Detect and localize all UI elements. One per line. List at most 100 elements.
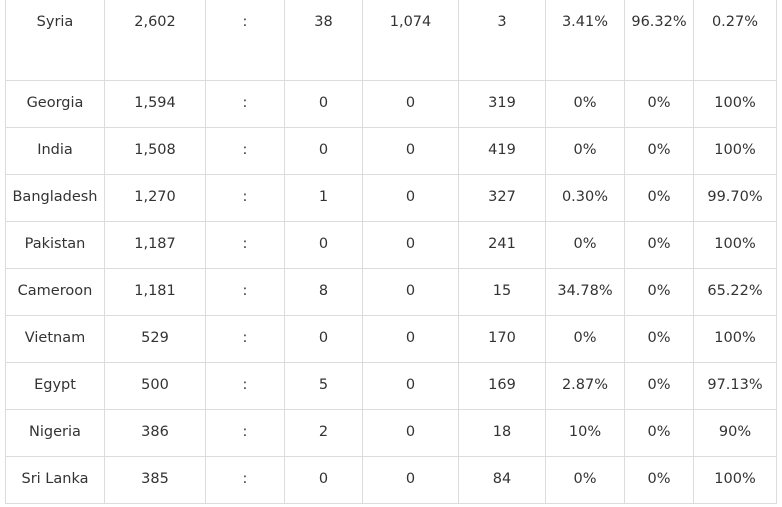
total-cell: 529 <box>104 314 206 363</box>
percent-cell: 100% <box>693 126 777 175</box>
country-cell: Vietnam <box>5 314 105 363</box>
value-cell: 1,074 <box>362 0 459 81</box>
total-cell: 2,602 <box>104 0 206 81</box>
percent-cell: 10% <box>545 408 625 457</box>
total-cell: 1,270 <box>104 173 206 222</box>
separator-cell: : <box>205 0 285 81</box>
value-cell: 2 <box>284 408 363 457</box>
percent-cell: 34.78% <box>545 267 625 316</box>
table-body: Syria 2,602 : 38 1,074 3 3.41% 96.32% 0.… <box>5 0 777 504</box>
separator-cell: : <box>205 408 285 457</box>
value-cell: 1 <box>284 173 363 222</box>
separator-cell: : <box>205 79 285 128</box>
value-cell: 0 <box>362 220 459 269</box>
value-cell: 170 <box>458 314 546 363</box>
country-cell: Pakistan <box>5 220 105 269</box>
value-cell: 5 <box>284 361 363 410</box>
value-cell: 0 <box>362 455 459 504</box>
value-cell: 419 <box>458 126 546 175</box>
country-stats-table: Syria 2,602 : 38 1,074 3 3.41% 96.32% 0.… <box>5 0 777 504</box>
value-cell: 0 <box>284 126 363 175</box>
total-cell: 1,181 <box>104 267 206 316</box>
value-cell: 169 <box>458 361 546 410</box>
percent-cell: 99.70% <box>693 173 777 222</box>
percent-cell: 0% <box>624 126 694 175</box>
percent-cell: 0% <box>624 455 694 504</box>
percent-cell: 2.87% <box>545 361 625 410</box>
value-cell: 319 <box>458 79 546 128</box>
percent-cell: 97.13% <box>693 361 777 410</box>
total-cell: 500 <box>104 361 206 410</box>
separator-cell: : <box>205 455 285 504</box>
separator-cell: : <box>205 126 285 175</box>
percent-cell: 0% <box>624 361 694 410</box>
percent-cell: 0% <box>624 314 694 363</box>
value-cell: 0 <box>362 173 459 222</box>
percent-cell: 0.27% <box>693 0 777 81</box>
table-row: India 1,508 : 0 0 419 0% 0% 100% <box>5 126 777 175</box>
country-cell: Cameroon <box>5 267 105 316</box>
table-row: Bangladesh 1,270 : 1 0 327 0.30% 0% 99.7… <box>5 173 777 222</box>
value-cell: 0 <box>362 267 459 316</box>
percent-cell: 96.32% <box>624 0 694 81</box>
percent-cell: 0% <box>624 79 694 128</box>
value-cell: 0 <box>362 408 459 457</box>
table-row: Pakistan 1,187 : 0 0 241 0% 0% 100% <box>5 220 777 269</box>
value-cell: 0 <box>362 361 459 410</box>
country-cell: Sri Lanka <box>5 455 105 504</box>
table-row: Vietnam 529 : 0 0 170 0% 0% 100% <box>5 314 777 363</box>
total-cell: 386 <box>104 408 206 457</box>
total-cell: 1,187 <box>104 220 206 269</box>
value-cell: 3 <box>458 0 546 81</box>
percent-cell: 0% <box>545 314 625 363</box>
percent-cell: 3.41% <box>545 0 625 81</box>
value-cell: 84 <box>458 455 546 504</box>
value-cell: 327 <box>458 173 546 222</box>
percent-cell: 100% <box>693 314 777 363</box>
total-cell: 1,594 <box>104 79 206 128</box>
percent-cell: 0% <box>624 267 694 316</box>
percent-cell: 0% <box>624 220 694 269</box>
separator-cell: : <box>205 361 285 410</box>
total-cell: 385 <box>104 455 206 504</box>
separator-cell: : <box>205 173 285 222</box>
separator-cell: : <box>205 314 285 363</box>
table-row: Cameroon 1,181 : 8 0 15 34.78% 0% 65.22% <box>5 267 777 316</box>
percent-cell: 0% <box>545 455 625 504</box>
percent-cell: 0.30% <box>545 173 625 222</box>
percent-cell: 100% <box>693 220 777 269</box>
value-cell: 0 <box>284 220 363 269</box>
country-cell: India <box>5 126 105 175</box>
percent-cell: 0% <box>545 79 625 128</box>
percent-cell: 100% <box>693 455 777 504</box>
percent-cell: 90% <box>693 408 777 457</box>
value-cell: 15 <box>458 267 546 316</box>
value-cell: 0 <box>362 314 459 363</box>
separator-cell: : <box>205 220 285 269</box>
percent-cell: 0% <box>624 408 694 457</box>
value-cell: 241 <box>458 220 546 269</box>
value-cell: 8 <box>284 267 363 316</box>
country-cell: Syria <box>5 0 105 81</box>
separator-cell: : <box>205 267 285 316</box>
value-cell: 0 <box>284 455 363 504</box>
total-cell: 1,508 <box>104 126 206 175</box>
percent-cell: 0% <box>624 173 694 222</box>
country-cell: Egypt <box>5 361 105 410</box>
value-cell: 18 <box>458 408 546 457</box>
percent-cell: 0% <box>545 126 625 175</box>
country-cell: Nigeria <box>5 408 105 457</box>
value-cell: 0 <box>362 79 459 128</box>
country-cell: Bangladesh <box>5 173 105 222</box>
table-row: Sri Lanka 385 : 0 0 84 0% 0% 100% <box>5 455 777 504</box>
value-cell: 0 <box>284 314 363 363</box>
value-cell: 0 <box>362 126 459 175</box>
percent-cell: 65.22% <box>693 267 777 316</box>
table-row: Georgia 1,594 : 0 0 319 0% 0% 100% <box>5 79 777 128</box>
table-row: Egypt 500 : 5 0 169 2.87% 0% 97.13% <box>5 361 777 410</box>
value-cell: 0 <box>284 79 363 128</box>
table-row: Nigeria 386 : 2 0 18 10% 0% 90% <box>5 408 777 457</box>
table-row: Syria 2,602 : 38 1,074 3 3.41% 96.32% 0.… <box>5 0 777 81</box>
percent-cell: 100% <box>693 79 777 128</box>
country-cell: Georgia <box>5 79 105 128</box>
